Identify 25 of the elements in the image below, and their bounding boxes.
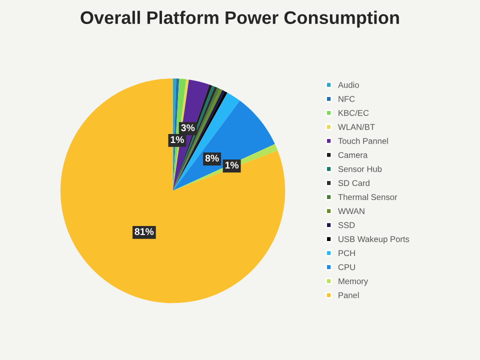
data-label: 3% — [181, 124, 195, 132]
data-label: 8% — [205, 154, 219, 162]
legend-label: Panel — [338, 292, 359, 298]
legend-label: Memory — [338, 278, 368, 286]
pie-slice — [172, 92, 240, 191]
pie-slice — [60, 78, 286, 304]
legend-label: KBC/EC — [338, 110, 369, 116]
data-label: 1% — [225, 162, 239, 169]
data-label: 81% — [134, 228, 154, 236]
legend-label: Thermal Sensor — [338, 194, 398, 200]
legend-label: Audio — [338, 82, 359, 88]
legend-label: USB Wakeup Ports — [338, 236, 410, 244]
legend-label: CPU — [338, 264, 355, 270]
legend-label: Sensor Hub — [338, 166, 382, 172]
legend-label: SD Card — [338, 180, 370, 186]
legend-label: SSD — [338, 222, 355, 228]
legend-label: Touch Pannel — [338, 138, 388, 144]
chart-title: Overall Platform Power Consumption — [80, 10, 399, 28]
legend-label: WWAN — [338, 208, 364, 214]
legend-label: PCH — [338, 250, 355, 256]
pie-slice — [172, 100, 275, 191]
legend-label: NFC — [338, 96, 355, 102]
legend-label: WLAN/BT — [338, 124, 375, 130]
legend-label: Camera — [338, 152, 368, 158]
data-label: 1% — [170, 136, 184, 144]
